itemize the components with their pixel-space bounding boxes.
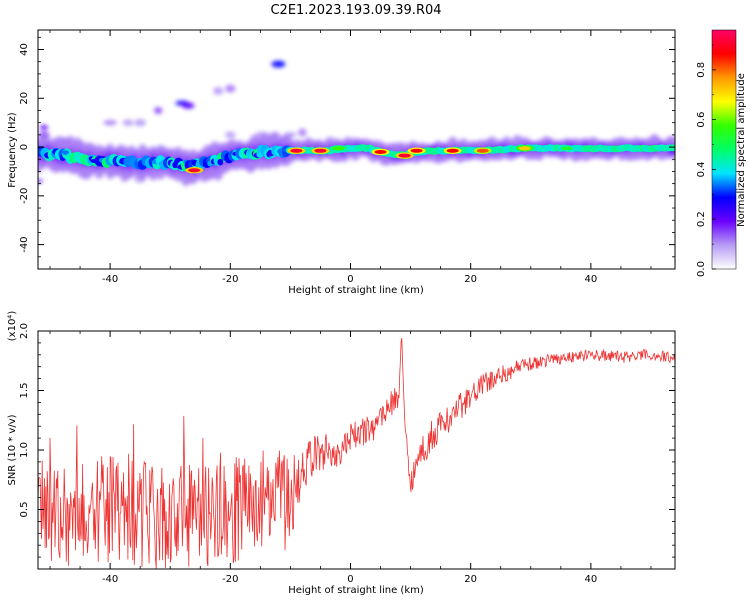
spectrogram-core <box>38 144 675 174</box>
snr-xlabel: Height of straight line (km) <box>288 585 424 596</box>
snr-ylabel: SNR (10 * v/v) <box>7 414 18 485</box>
colorbar-tick-label: 0.2 <box>696 211 707 227</box>
spectrogram-hotspot <box>476 148 489 153</box>
colorbar-ticks: 0.0 0.2 0.4 0.6 0.8 <box>696 44 716 277</box>
spectrogram-blob <box>271 60 286 68</box>
spectrogram-hotspot <box>188 168 201 173</box>
spectrogram-speckle <box>62 150 69 155</box>
figure-title: C2E1.2023.193.09.39.R04 <box>270 3 441 18</box>
spectrogram-blob <box>38 178 43 184</box>
spectrogram-ytick-label: 40 <box>19 43 30 56</box>
colorbar-tick-label: 0.4 <box>696 161 707 177</box>
spectrogram-ytick-label: -40 <box>19 236 30 252</box>
colorbar-label: Normalized spectral amplitude <box>736 73 747 227</box>
colorbar: 0.0 0.2 0.4 0.6 0.8 Normalized spectral ampl… <box>696 29 747 277</box>
spectrogram-hotspot <box>518 146 531 151</box>
spectrogram-ytick-label: 0 <box>19 144 30 150</box>
spectrogram-ylabel: Frequency (Hz) <box>7 112 18 188</box>
spectrogram-blob <box>225 131 236 139</box>
snr-panel: -40 -20 0 20 40 0.5 1.0 1.5 2.0 Height of straig… <box>7 311 676 596</box>
snr-ytick-label: 2.0 <box>19 323 30 339</box>
snr-xtick-label: 0 <box>347 574 353 585</box>
spectrogram-hotspot <box>314 148 327 153</box>
spectrogram-xlabel: Height of straight line (km) <box>288 285 424 296</box>
spectrogram-halo <box>38 60 675 187</box>
colorbar-gradient <box>711 29 737 270</box>
snr-xtick-label: -40 <box>102 574 118 585</box>
colorbar-tick-label: 0.8 <box>696 62 707 78</box>
spectrogram-blob <box>122 119 134 126</box>
spectrogram-blob <box>103 120 117 126</box>
snr-ytick-label: 1.0 <box>19 442 30 458</box>
snr-ticks: -40 -20 0 20 40 0.5 1.0 1.5 2.0 <box>19 323 675 585</box>
colorbar-tick-label: 0.6 <box>696 112 707 128</box>
snr-xtick-label: 20 <box>464 574 477 585</box>
spectrogram-blob <box>39 125 49 131</box>
spectrogram-blob <box>154 106 163 115</box>
colorbar-tick-label: 0.0 <box>696 261 707 277</box>
spectrogram-hotspot <box>410 148 423 153</box>
spectrogram-ticks: -40 -20 0 20 40 -40 -20 0 20 40 <box>19 30 675 285</box>
snr-yunit: (x10⁴) <box>7 311 18 342</box>
spectrogram-xtick-label: 20 <box>464 274 477 285</box>
spectrogram-blob <box>134 118 146 127</box>
snr-xtick-label: -20 <box>222 574 238 585</box>
spectrogram-blob <box>182 102 195 109</box>
spectrogram-speckle <box>217 158 224 166</box>
snr-ytick-label: 0.5 <box>19 502 30 518</box>
spectrogram-ytick-label: 20 <box>19 92 30 105</box>
spectrogram-blob <box>298 128 307 137</box>
spectrogram-panel: -40 -20 0 20 40 -40 -20 0 20 40 Height of straigh… <box>7 29 676 296</box>
spectrogram-hotspot <box>398 153 411 158</box>
spectrogram-hotspot <box>290 148 303 153</box>
snr-series-line <box>38 337 675 569</box>
spectrogram-xtick-label: -20 <box>222 274 238 285</box>
spectrogram-hotspot <box>446 148 459 153</box>
spectrogram-hotspot <box>374 149 387 154</box>
snr-plot-area <box>38 337 675 569</box>
spectrogram-frame <box>37 29 676 270</box>
spectrogram-blob <box>213 87 224 95</box>
spectrogram-layer <box>38 60 675 187</box>
spectrogram-xtick-label: 0 <box>347 274 353 285</box>
spectrogram-hotspot <box>332 146 345 151</box>
spectrogram-xtick-label: -40 <box>102 274 118 285</box>
snr-ytick-label: 1.5 <box>19 383 30 399</box>
spectrogram-core-cell <box>667 144 675 152</box>
snr-xtick-label: 40 <box>585 574 598 585</box>
spectrogram-hotspot <box>560 146 573 151</box>
spectrogram-xtick-label: 40 <box>585 274 598 285</box>
spectrogram-blob <box>225 84 236 93</box>
spectrogram-ytick-label: -20 <box>19 188 30 204</box>
